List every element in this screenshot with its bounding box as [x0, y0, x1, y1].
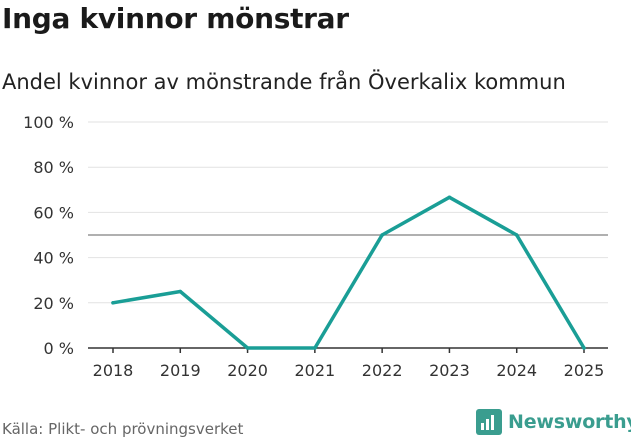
x-tick-label: 2024 — [496, 361, 537, 380]
y-tick-label: 60 % — [33, 203, 74, 222]
y-tick-label: 40 % — [33, 249, 74, 268]
x-tick-label: 2022 — [362, 361, 403, 380]
chart-title: Inga kvinnor mönstrar — [2, 2, 349, 35]
x-tick-label: 2025 — [564, 361, 605, 380]
brand-logo: Newsworthy — [476, 407, 631, 437]
y-tick-label: 100 % — [23, 113, 74, 132]
brand-name: Newsworthy — [508, 411, 631, 433]
data-point — [178, 289, 183, 294]
data-point — [514, 233, 519, 237]
x-tick-label: 2021 — [294, 361, 335, 380]
data-point — [380, 233, 384, 237]
x-tick-label: 2019 — [160, 361, 201, 380]
source-note: Källa: Plikt- och prövningsverket — [2, 420, 244, 438]
y-tick-label: 0 % — [44, 339, 74, 358]
data-point — [582, 346, 586, 350]
data-point — [313, 346, 317, 350]
y-tick-label: 20 % — [33, 294, 74, 313]
data-point — [447, 195, 452, 200]
x-tick-label: 2020 — [227, 361, 268, 380]
x-tick-label: 2023 — [429, 361, 470, 380]
y-tick-label: 80 % — [33, 158, 74, 177]
chart-subtitle: Andel kvinnor av mönstrande från Överkal… — [2, 70, 566, 94]
x-tick-label: 2018 — [93, 361, 134, 380]
data-point — [111, 301, 115, 305]
line-chart: 0 % 20 % 40 % 60 % 80 % 100 % 2018 2019 2020 2021… — [23, 113, 608, 380]
series-line — [111, 195, 586, 350]
newsworthy-logo-icon — [476, 409, 502, 435]
data-point — [245, 346, 250, 350]
